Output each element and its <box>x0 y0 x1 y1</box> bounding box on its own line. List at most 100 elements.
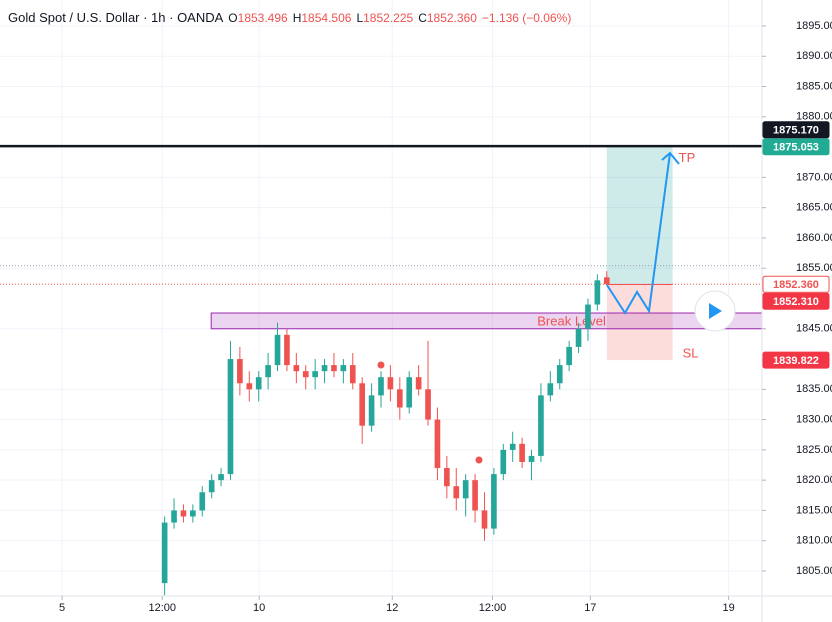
ohlc-value: 1852.360 <box>426 11 477 25</box>
candle-body <box>312 371 318 378</box>
candle-body <box>218 474 224 481</box>
y-tick-label: 1885.000 <box>796 80 832 92</box>
y-tick-label: 1815.000 <box>796 504 832 516</box>
y-tick-label: 1805.000 <box>796 565 832 577</box>
candle-body <box>161 522 168 584</box>
ohlc-value: 1854.506 <box>301 11 352 25</box>
price-label-box <box>762 275 830 293</box>
symbol-header: Gold Spot / U.S. Dollar · 1h · OANDA O185… <box>8 10 571 25</box>
candle-body <box>396 389 403 408</box>
candle-body <box>331 365 337 372</box>
axes: 1895.000 1890.000 1885.000 1880.000 1870.000… <box>59 20 832 614</box>
price-label: 1875.170 <box>773 125 819 137</box>
ohlc-label: L <box>356 11 364 25</box>
candle-body <box>444 468 450 487</box>
break-level-label: Break Level <box>537 313 606 328</box>
candle-body <box>190 510 196 517</box>
candle-body <box>603 277 610 285</box>
candle-body <box>528 455 535 462</box>
price-label: 1875.053 <box>773 142 819 154</box>
candle-body <box>491 474 497 529</box>
candle-body <box>208 480 215 493</box>
candle-body <box>387 377 394 390</box>
symbol-title: Gold Spot / U.S. Dollar · 1h · OANDA <box>8 10 224 25</box>
x-tick-label: 10 <box>253 602 265 614</box>
candle-body <box>284 334 290 366</box>
y-tick-label: 1830.000 <box>796 414 832 426</box>
candle-body <box>547 383 554 396</box>
x-tick-label: 12:00 <box>479 602 507 614</box>
y-tick-label: 1890.000 <box>796 50 832 62</box>
candle-body <box>462 480 469 499</box>
price-label: 1852.310 <box>773 296 819 308</box>
candle-body <box>556 365 563 384</box>
candle-body <box>453 486 460 499</box>
price-label-box <box>762 292 830 310</box>
tp-label: TP <box>679 150 696 165</box>
candle-body <box>434 419 441 469</box>
candle-body <box>199 492 206 511</box>
x-tick-label: 5 <box>59 602 65 614</box>
candle-body <box>274 334 281 366</box>
candle-body <box>265 365 271 378</box>
ohlc-label: O <box>228 11 238 25</box>
price-label: 1839.822 <box>773 355 819 367</box>
y-tick-label: 1895.000 <box>796 20 832 32</box>
candle-body <box>246 383 253 390</box>
y-tick-label: 1870.000 <box>796 171 832 183</box>
candle-body <box>585 304 591 329</box>
candle-body <box>481 510 488 529</box>
candle-body <box>575 328 582 347</box>
candle-body <box>302 371 309 378</box>
ohlc-label: C <box>418 11 427 25</box>
candle-body <box>509 443 516 450</box>
y-tick-label: 1860.000 <box>796 232 832 244</box>
candle-body <box>368 395 375 426</box>
x-tick-label: 17 <box>584 602 596 614</box>
ohlc-label: H <box>292 11 302 25</box>
take-profit-zone <box>606 146 673 285</box>
candle-body <box>180 510 187 517</box>
price-change: −1.136 (−0.06%) <box>481 11 572 25</box>
price-label-box <box>762 138 830 156</box>
y-tick-label: 1865.000 <box>796 202 832 214</box>
candle-body <box>321 365 328 372</box>
candle-body <box>472 480 478 511</box>
y-tick-label: 1835.000 <box>796 383 832 395</box>
y-tick-label: 1820.000 <box>796 474 832 486</box>
ohlc-value: 1853.496 <box>237 11 288 25</box>
y-tick-label: 1880.000 <box>796 111 832 123</box>
y-tick-label: 1855.000 <box>796 262 832 274</box>
candle-body <box>171 510 177 523</box>
break-level-zone <box>210 312 763 330</box>
candle-body <box>340 365 347 372</box>
candle-body <box>594 280 601 305</box>
candle-body <box>255 377 262 390</box>
marker-dot <box>377 361 385 369</box>
marker-dot <box>475 456 483 464</box>
ohlc-value: 1852.225 <box>363 11 414 25</box>
price-label: 1852.360 <box>773 279 819 291</box>
candle-body <box>500 449 507 475</box>
candle-body <box>349 365 356 384</box>
annotations <box>377 151 736 464</box>
candles <box>161 271 610 596</box>
price-label-box <box>762 351 830 369</box>
sl-label: SL <box>683 346 699 361</box>
candle-body <box>359 383 366 426</box>
x-tick-label: 12:00 <box>149 602 177 614</box>
candle-body <box>406 377 413 408</box>
projection-arrowhead <box>661 151 680 165</box>
candle-body <box>538 395 544 456</box>
candle-body <box>425 389 431 420</box>
candle-body <box>237 359 243 384</box>
candle-body <box>227 359 234 475</box>
candle-body <box>293 365 300 372</box>
y-tick-label: 1810.000 <box>796 535 832 547</box>
replay-icon[interactable] <box>709 303 722 319</box>
candle-body <box>378 377 384 396</box>
x-tick-label: 12 <box>386 602 398 614</box>
